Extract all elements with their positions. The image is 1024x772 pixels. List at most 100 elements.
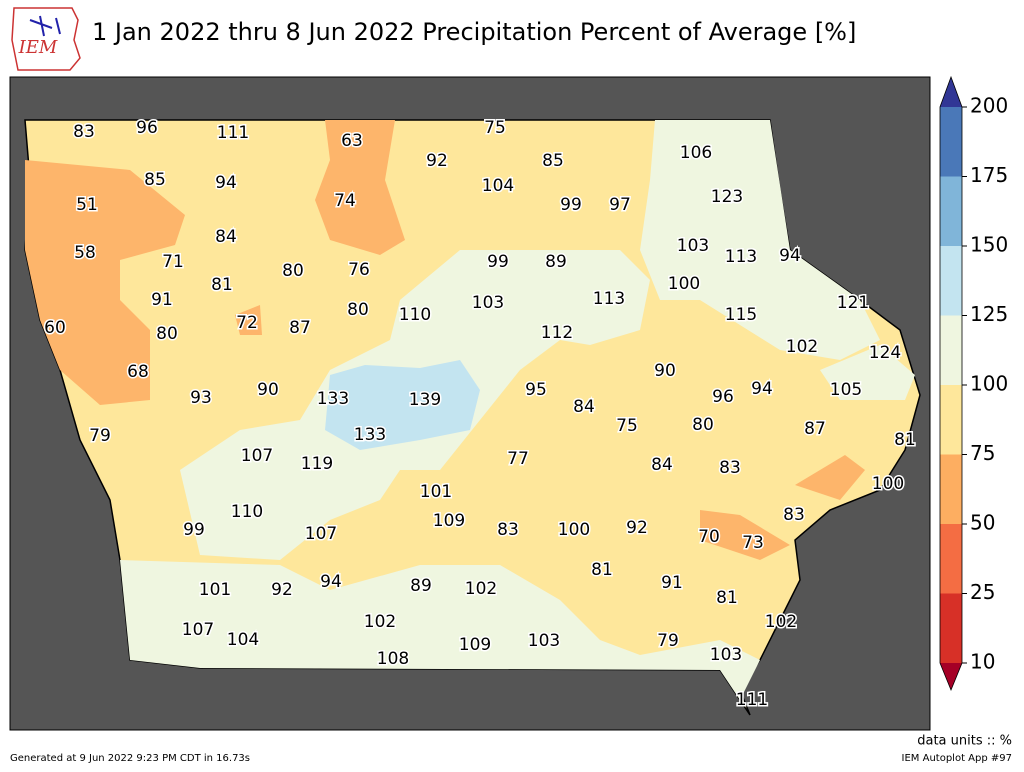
station-value: 87 <box>289 318 311 338</box>
station-value: 119 <box>301 454 333 474</box>
station-value: 103 <box>677 236 709 256</box>
colorbar-segment <box>940 315 962 385</box>
station-value: 81 <box>591 560 613 580</box>
station-value: 109 <box>459 635 491 655</box>
station-value: 76 <box>348 260 370 280</box>
station-value: 101 <box>199 580 231 600</box>
station-values: 83 96 111 63 75 92 85 106 85 94 104 99 97 123 51 74 84 10… <box>43 117 918 712</box>
colorbar-label: 100 <box>970 372 1008 396</box>
station-value: 109 <box>433 511 465 531</box>
station-value: 94 <box>779 246 801 266</box>
colorbar-label: 150 <box>970 233 1008 257</box>
station-value: 121 <box>837 293 869 313</box>
station-value: 133 <box>317 389 349 409</box>
station-value: 87 <box>804 419 826 439</box>
station-value: 105 <box>830 380 862 400</box>
station-value: 85 <box>542 151 564 171</box>
station-value: 102 <box>786 337 818 357</box>
generated: Generated at 9 Jun 2022 9:23 PM CDT in 1… <box>10 753 250 764</box>
station-value: 94 <box>751 379 773 399</box>
station-value: 133 <box>354 425 386 445</box>
station-value: 80 <box>692 415 714 435</box>
station-value: 107 <box>305 524 337 544</box>
station-value: 94 <box>320 572 342 592</box>
station-value: 104 <box>482 176 514 196</box>
precip-fill <box>24 119 921 716</box>
station-value: 81 <box>211 275 233 295</box>
station-value: 110 <box>399 305 431 325</box>
colorbar-segment <box>940 385 962 455</box>
station-value: 99 <box>487 252 509 272</box>
station-value: 100 <box>668 274 700 294</box>
station-value: 92 <box>271 580 293 600</box>
colorbar-segment <box>940 107 962 177</box>
station-value: 63 <box>341 131 363 151</box>
station-value: 84 <box>651 455 673 475</box>
station-value: 96 <box>136 118 158 138</box>
station-value: 139 <box>409 390 441 410</box>
station-value: 95 <box>525 380 547 400</box>
station-value: 92 <box>626 518 648 538</box>
title: 1 Jan 2022 thru 8 Jun 2022 Precipitation… <box>92 18 856 46</box>
units: data units :: % <box>917 734 1012 749</box>
station-value: 107 <box>241 446 273 466</box>
station-value: 110 <box>231 502 263 522</box>
station-value: 100 <box>872 474 904 494</box>
station-value: 58 <box>74 243 96 263</box>
station-value: 71 <box>162 252 184 272</box>
station-value: 60 <box>44 318 66 338</box>
station-value: 81 <box>894 430 916 450</box>
colorbar-under <box>940 663 962 690</box>
station-value: 80 <box>347 300 369 320</box>
station-value: 84 <box>215 227 237 247</box>
station-value: 113 <box>593 289 625 309</box>
station-value: 103 <box>710 645 742 665</box>
station-value: 123 <box>711 187 743 207</box>
app: IEM Autoplot App #97 <box>902 753 1012 764</box>
station-value: 106 <box>680 143 712 163</box>
station-value: 124 <box>869 343 901 363</box>
station-value: 83 <box>73 122 95 142</box>
colorbar-label: 25 <box>970 580 995 604</box>
station-value: 111 <box>217 123 249 143</box>
station-value: 107 <box>182 620 214 640</box>
station-value: 91 <box>151 290 173 310</box>
station-value: 85 <box>144 170 166 190</box>
station-value: 112 <box>541 323 573 343</box>
colorbar-segment <box>940 593 962 663</box>
logo-text: IEM <box>18 37 58 58</box>
logo: IEM <box>11 7 81 71</box>
colorbar-label: 75 <box>970 441 995 465</box>
station-value: 77 <box>507 449 529 469</box>
station-value: 73 <box>742 533 764 553</box>
station-value: 100 <box>558 520 590 540</box>
colorbar-segment <box>940 246 962 316</box>
station-value: 91 <box>661 573 683 593</box>
station-value: 94 <box>215 173 237 193</box>
station-value: 79 <box>89 426 111 446</box>
colorbar-label: 50 <box>970 511 995 535</box>
colorbar-label: 200 <box>970 94 1008 118</box>
station-value: 75 <box>484 118 506 138</box>
station-value: 103 <box>472 293 504 313</box>
station-value: 83 <box>783 505 805 525</box>
colorbar-label: 125 <box>970 302 1008 326</box>
station-value: 75 <box>616 416 638 436</box>
station-value: 72 <box>236 313 258 333</box>
colorbar: 10 25 50 75 100 125 150 175 200 <box>939 75 1008 692</box>
station-value: 81 <box>716 588 738 608</box>
station-value: 108 <box>377 649 409 669</box>
station-value: 84 <box>573 397 595 417</box>
station-value: 93 <box>190 388 212 408</box>
station-value: 79 <box>657 631 679 651</box>
station-value: 97 <box>609 195 631 215</box>
colorbar-segment <box>940 524 962 594</box>
station-value: 74 <box>334 191 356 211</box>
colorbar-label: 10 <box>970 650 995 674</box>
station-value: 102 <box>765 612 797 632</box>
colorbar-segment <box>940 454 962 524</box>
station-value: 83 <box>497 520 519 540</box>
station-value: 92 <box>426 151 448 171</box>
station-value: 99 <box>560 195 582 215</box>
